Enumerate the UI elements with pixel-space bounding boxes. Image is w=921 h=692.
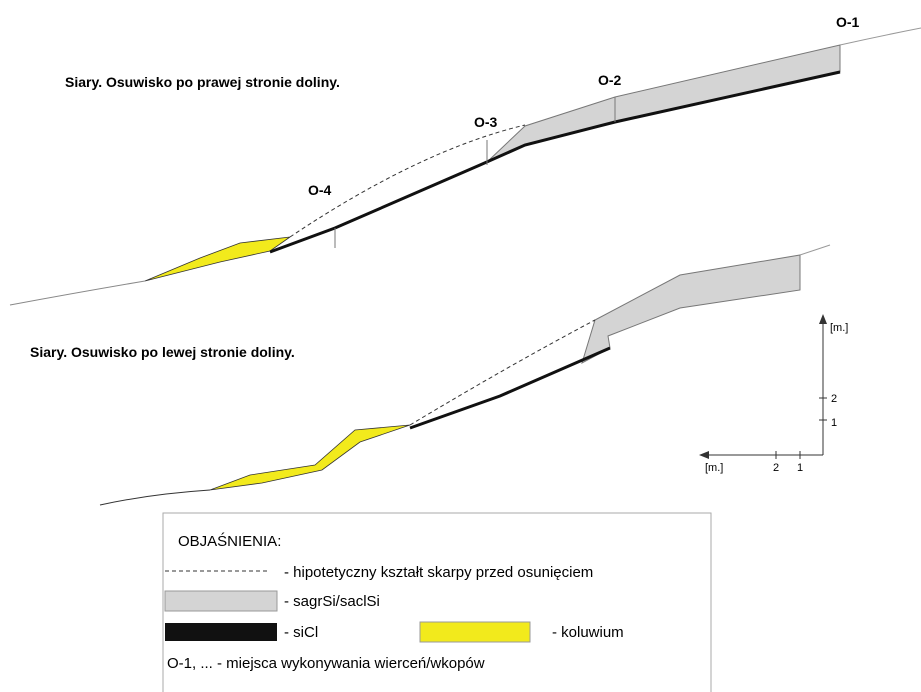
ground-line [99, 489, 211, 506]
legend-text: - hipotetyczny kształt skarpy przed osun… [284, 564, 593, 581]
borehole-label: O-2 [598, 72, 622, 88]
scale-label: 2 [831, 393, 837, 405]
scale-label: 1 [831, 417, 837, 429]
legend-swatch [419, 621, 531, 643]
legend-swatch [164, 590, 278, 612]
ground-line [839, 27, 921, 46]
borehole-label: O-4 [308, 182, 332, 198]
legend-note: O-1, ... - miejsca wykonywania wierceń/w… [167, 655, 485, 672]
borehole-label: O-1 [836, 14, 860, 30]
ground-line [799, 244, 831, 256]
section-title: Siary. Osuwisko po prawej stronie doliny… [65, 74, 340, 90]
colluvium [209, 424, 411, 491]
arrow-head [699, 451, 709, 459]
legend-text: - koluwium [552, 624, 624, 641]
section-title: Siary. Osuwisko po lewej stronie doliny. [30, 344, 295, 360]
colluvium [144, 236, 291, 282]
scale-unit: [m.] [830, 322, 848, 334]
scale-label: 1 [797, 462, 803, 474]
legend-text: - sagrSi/saclSi [284, 593, 380, 610]
legend-swatch [165, 623, 277, 641]
scale-label: 2 [773, 462, 779, 474]
hypothetical-slope [409, 319, 596, 426]
sandy-layer [581, 254, 801, 365]
hypothetical-slope [289, 124, 526, 238]
legend-text: - siCl [284, 624, 318, 641]
legend-title: OBJAŚNIENIA: [178, 532, 281, 550]
clay-layer [269, 70, 841, 254]
clay-layer [409, 346, 611, 430]
sandy-layer [486, 44, 841, 163]
arrow-head [819, 314, 827, 324]
scale-unit: [m.] [705, 462, 723, 474]
borehole-label: O-3 [474, 114, 498, 130]
ground-line [9, 280, 146, 306]
